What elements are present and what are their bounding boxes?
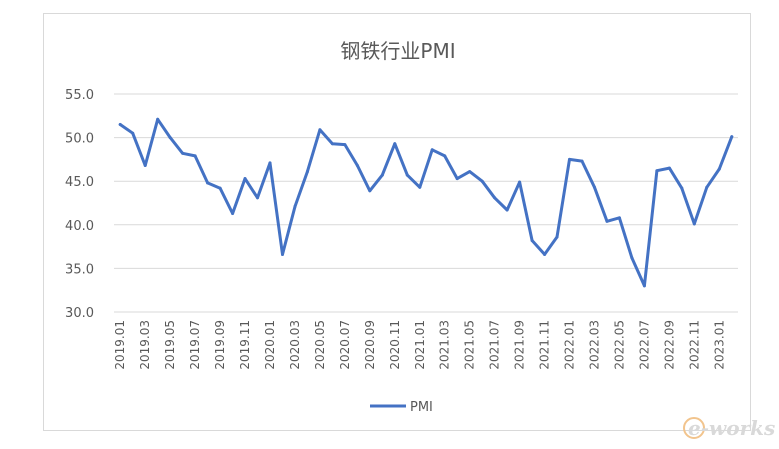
data-point[interactable]: [655, 169, 659, 173]
data-point[interactable]: [555, 235, 559, 239]
x-tick-label: 2020.07: [338, 320, 352, 370]
chart-title: 钢铁行业PMI: [340, 39, 455, 63]
data-point[interactable]: [405, 173, 409, 177]
data-point[interactable]: [468, 170, 472, 174]
x-tick-label: 2021.05: [463, 320, 477, 370]
data-point[interactable]: [305, 170, 309, 174]
y-tick-label: 40.0: [65, 219, 94, 234]
x-tick-label: 2022.01: [563, 320, 577, 370]
series-layer: [118, 117, 734, 288]
data-point[interactable]: [480, 179, 484, 183]
y-tick-label: 55.0: [65, 88, 94, 103]
x-tick-label: 2022.03: [587, 320, 601, 370]
data-point[interactable]: [280, 252, 284, 256]
watermark-text: e-works: [688, 416, 775, 440]
x-tick-label: 2019.05: [163, 320, 177, 370]
data-point[interactable]: [343, 143, 347, 147]
data-point[interactable]: [680, 186, 684, 190]
data-point[interactable]: [530, 238, 534, 242]
data-point[interactable]: [730, 135, 734, 139]
x-tick-label: 2021.07: [488, 320, 502, 370]
line-chart: 钢铁行业PMI 30.0 35.0 40.0 45.0 50.0 55.0 2019.01…: [65, 39, 738, 415]
x-tick-label: 2020.01: [263, 320, 277, 370]
data-point[interactable]: [355, 164, 359, 168]
data-point[interactable]: [368, 189, 372, 193]
legend-label: PMI: [410, 400, 433, 415]
x-tick-label: 2021.01: [413, 320, 427, 370]
x-tick-label: 2020.03: [288, 320, 302, 370]
y-axis-ticks: 30.0 35.0 40.0 45.0 50.0 55.0: [65, 88, 94, 321]
x-tick-label: 2023.01: [712, 320, 726, 370]
data-point[interactable]: [580, 159, 584, 163]
data-point[interactable]: [193, 154, 197, 158]
data-point[interactable]: [630, 256, 634, 260]
data-point[interactable]: [692, 222, 696, 226]
x-tick-label: 2022.11: [687, 320, 701, 370]
x-tick-label: 2021.03: [438, 320, 452, 370]
data-point[interactable]: [231, 211, 235, 215]
chart-frame: 钢铁行业PMI 30.0 35.0 40.0 45.0 50.0 55.0 2019.01…: [43, 13, 751, 431]
data-point[interactable]: [143, 164, 147, 168]
data-point[interactable]: [181, 151, 185, 155]
x-tick-label: 2019.07: [188, 320, 202, 370]
x-tick-label: 2019.01: [113, 320, 127, 370]
x-tick-label: 2022.07: [637, 320, 651, 370]
data-point[interactable]: [493, 196, 497, 200]
data-point[interactable]: [617, 216, 621, 220]
series-line-pmi[interactable]: [118, 117, 734, 288]
x-tick-label: 2019.11: [238, 320, 252, 370]
data-point[interactable]: [443, 154, 447, 158]
data-point[interactable]: [206, 181, 210, 185]
x-tick-label: 2022.05: [612, 320, 626, 370]
data-point[interactable]: [592, 185, 596, 189]
data-point[interactable]: [131, 131, 135, 135]
x-tick-label: 2020.05: [313, 320, 327, 370]
x-tick-label: 2019.09: [213, 320, 227, 370]
data-point[interactable]: [518, 180, 522, 184]
data-point[interactable]: [293, 204, 297, 208]
data-point[interactable]: [430, 148, 434, 152]
data-point[interactable]: [605, 219, 609, 223]
data-point[interactable]: [156, 117, 160, 121]
legend[interactable]: PMI: [370, 400, 433, 415]
data-point[interactable]: [330, 142, 334, 146]
data-point[interactable]: [268, 161, 272, 165]
x-tick-label: 2021.09: [513, 320, 527, 370]
y-tick-label: 50.0: [65, 132, 94, 147]
data-point[interactable]: [455, 177, 459, 181]
x-tick-label: 2022.09: [662, 320, 676, 370]
x-tick-label: 2020.09: [363, 320, 377, 370]
data-point[interactable]: [118, 123, 122, 127]
x-tick-label: 2019.03: [138, 320, 152, 370]
data-point[interactable]: [243, 177, 247, 181]
data-point[interactable]: [717, 167, 721, 171]
data-point[interactable]: [568, 157, 572, 161]
data-point[interactable]: [393, 142, 397, 146]
x-tick-label: 2020.11: [388, 320, 402, 370]
data-point[interactable]: [418, 185, 422, 189]
watermark-swoosh-icon: [683, 417, 705, 439]
data-point[interactable]: [705, 185, 709, 189]
y-tick-label: 35.0: [65, 262, 94, 277]
gridlines: [114, 93, 738, 313]
data-point[interactable]: [505, 208, 509, 212]
data-point[interactable]: [256, 196, 260, 200]
data-point[interactable]: [380, 173, 384, 177]
watermark-logo: e-works: [683, 416, 775, 440]
data-point[interactable]: [168, 136, 172, 140]
y-tick-label: 45.0: [65, 175, 94, 190]
data-point[interactable]: [218, 186, 222, 190]
x-tick-label: 2021.11: [538, 320, 552, 370]
data-point[interactable]: [543, 252, 547, 256]
data-point[interactable]: [318, 128, 322, 132]
data-point[interactable]: [667, 166, 671, 170]
x-axis-ticks: 2019.01 2019.03 2019.05 2019.07 2019.09 2019.…: [113, 320, 726, 370]
y-tick-label: 30.0: [65, 306, 94, 321]
data-point[interactable]: [642, 284, 646, 288]
